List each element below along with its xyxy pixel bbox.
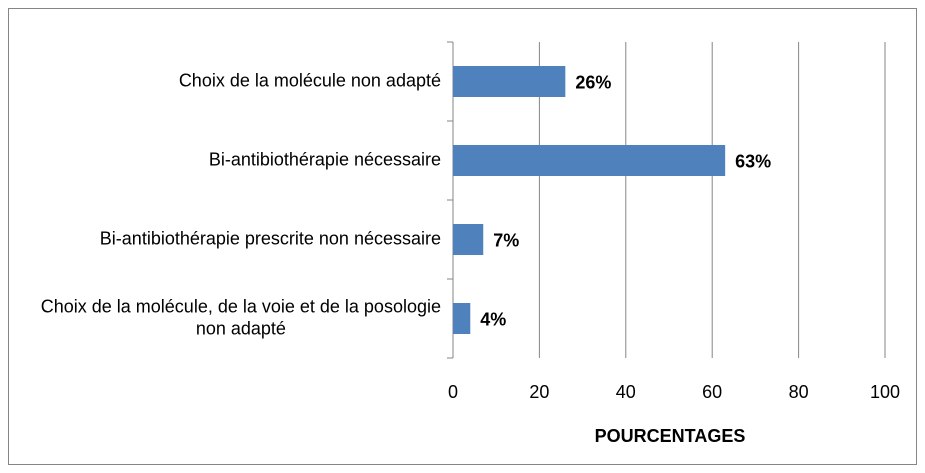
- data-label: 7%: [493, 230, 519, 250]
- y-tick-label: Choix de la molécule non adapté: [179, 70, 441, 90]
- bar: [453, 66, 566, 97]
- data-label: 26%: [575, 72, 611, 92]
- x-tick-label: 40: [616, 382, 636, 402]
- y-tick-label: Bi-antibiothérapie nécessaire: [209, 149, 441, 169]
- x-tick-label: 20: [529, 382, 549, 402]
- x-tick-label: 100: [870, 382, 900, 402]
- y-tick-label: Choix de la molécule, de la voie et de l…: [41, 296, 441, 338]
- x-tick-label: 60: [702, 382, 722, 402]
- bar: [453, 303, 471, 334]
- x-tick-label: 0: [448, 382, 458, 402]
- bar: [453, 224, 484, 255]
- x-axis-title: POURCENTAGES: [595, 426, 746, 446]
- x-tick-label: 80: [789, 382, 809, 402]
- data-label: 4%: [480, 309, 506, 329]
- bar: [453, 145, 726, 176]
- y-tick-label: Bi-antibiothérapie prescrite non nécessa…: [100, 228, 441, 248]
- data-label: 63%: [735, 151, 771, 171]
